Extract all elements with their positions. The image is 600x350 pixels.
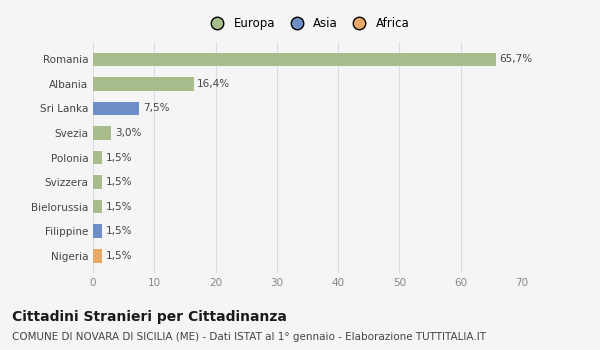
Bar — [93, 249, 102, 262]
Bar — [93, 77, 194, 91]
Text: 1,5%: 1,5% — [106, 202, 133, 212]
Text: 1,5%: 1,5% — [106, 153, 133, 162]
Legend: Europa, Asia, Africa: Europa, Asia, Africa — [202, 13, 413, 33]
Text: 3,0%: 3,0% — [115, 128, 142, 138]
Bar — [93, 200, 102, 214]
Text: 65,7%: 65,7% — [499, 54, 532, 64]
Text: 1,5%: 1,5% — [106, 177, 133, 187]
Bar — [93, 126, 112, 140]
Text: 16,4%: 16,4% — [197, 79, 230, 89]
Text: 1,5%: 1,5% — [106, 226, 133, 236]
Text: 1,5%: 1,5% — [106, 251, 133, 261]
Text: 7,5%: 7,5% — [143, 103, 169, 113]
Bar — [93, 52, 496, 66]
Bar — [93, 151, 102, 164]
Bar — [93, 224, 102, 238]
Bar — [93, 102, 139, 115]
Text: COMUNE DI NOVARA DI SICILIA (ME) - Dati ISTAT al 1° gennaio - Elaborazione TUTTI: COMUNE DI NOVARA DI SICILIA (ME) - Dati … — [12, 332, 486, 342]
Bar — [93, 175, 102, 189]
Text: Cittadini Stranieri per Cittadinanza: Cittadini Stranieri per Cittadinanza — [12, 310, 287, 324]
